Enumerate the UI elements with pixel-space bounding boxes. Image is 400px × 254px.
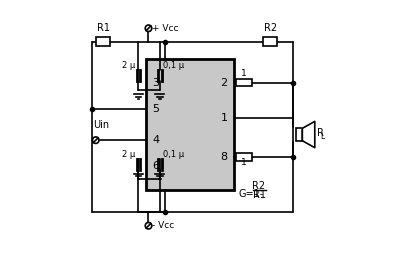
Text: + Vcc: + Vcc — [152, 24, 178, 33]
Text: 2 µ: 2 µ — [122, 150, 136, 159]
Polygon shape — [302, 121, 315, 148]
Text: 1: 1 — [221, 113, 228, 123]
Text: 6: 6 — [152, 161, 159, 171]
Text: R: R — [317, 128, 324, 138]
Text: G=1-: G=1- — [239, 188, 264, 199]
Bar — [296, 128, 302, 141]
Text: 1: 1 — [241, 69, 247, 78]
Text: 2 µ: 2 µ — [122, 61, 136, 70]
Bar — [264, 37, 277, 46]
Bar — [236, 79, 252, 86]
Text: L: L — [320, 132, 325, 141]
Text: 2: 2 — [220, 78, 228, 88]
Text: 8: 8 — [220, 152, 228, 162]
Text: 0,1 µ: 0,1 µ — [163, 150, 184, 159]
Text: 4: 4 — [152, 135, 159, 145]
Text: R2: R2 — [264, 23, 277, 33]
Bar — [96, 37, 110, 46]
Bar — [236, 153, 252, 161]
Text: - Vcc: - Vcc — [152, 221, 174, 230]
Text: 1: 1 — [241, 158, 247, 167]
Text: R2: R2 — [252, 181, 266, 191]
Text: 5: 5 — [152, 104, 159, 114]
Bar — [146, 59, 234, 190]
Text: R1: R1 — [252, 190, 266, 200]
Text: Uin: Uin — [93, 120, 109, 130]
Text: 0,1 µ: 0,1 µ — [163, 61, 184, 70]
Text: 3: 3 — [152, 78, 159, 88]
Text: R1: R1 — [97, 23, 110, 33]
